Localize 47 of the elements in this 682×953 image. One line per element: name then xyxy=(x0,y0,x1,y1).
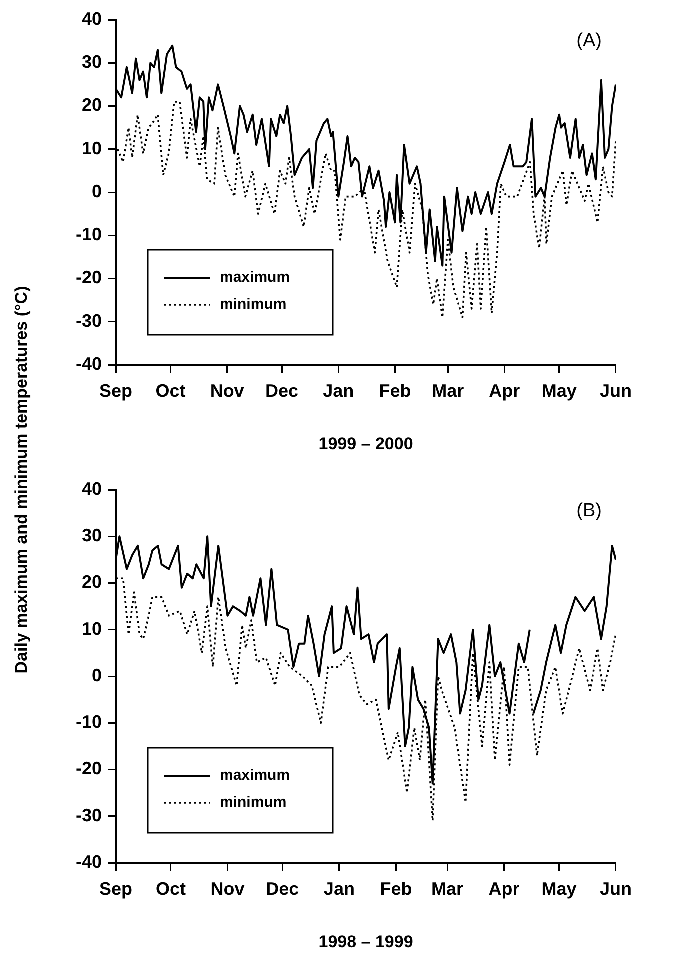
y-tick-label: 0 xyxy=(92,181,102,202)
y-tick-label: -20 xyxy=(76,268,102,288)
y-tick-label: 30 xyxy=(82,526,102,546)
x-tick-label: Oct xyxy=(156,380,186,401)
x-tick-label: Sep xyxy=(99,878,133,899)
y-tick-label: 10 xyxy=(82,618,102,639)
legend-label: maximum xyxy=(220,269,290,286)
x-tick-label: Nov xyxy=(210,380,244,401)
y-tick-label: 20 xyxy=(82,95,102,116)
y-tick-label: 30 xyxy=(82,52,102,72)
y-tick-label: -30 xyxy=(76,310,102,331)
x-tick-label: Jun xyxy=(600,878,632,899)
x-tick-label: Apr xyxy=(488,878,520,899)
y-axis-title: Daily maximum and minimum temperatures (°C) xyxy=(12,286,32,674)
y-tick-label: -20 xyxy=(76,758,102,779)
x-tick-label: Sep xyxy=(99,380,133,401)
x-tick-label: Jan xyxy=(324,878,355,899)
x-tick-label: May xyxy=(542,878,577,899)
x-tick-label: Jun xyxy=(600,380,632,401)
x-tick-label: Dec xyxy=(266,878,300,899)
y-tick-label: -10 xyxy=(76,224,102,245)
y-tick-label: -10 xyxy=(76,712,102,732)
x-tick-label: Jan xyxy=(323,380,354,401)
x-tick-label: Dec xyxy=(266,380,299,401)
x-tick-label: May xyxy=(542,380,577,401)
y-tick-label: -40 xyxy=(76,354,102,374)
x-tick-label: Apr xyxy=(489,380,520,401)
y-tick-label: -40 xyxy=(76,852,102,872)
x-tick-label: Mar xyxy=(431,878,464,899)
x-tick-label: Feb xyxy=(380,878,412,899)
legend-label: minimum xyxy=(220,794,287,812)
y-tick-label: 0 xyxy=(92,665,102,686)
annotation: (B) xyxy=(576,500,602,522)
annotation: (A) xyxy=(576,30,602,52)
legend-label: minimum xyxy=(220,296,287,314)
y-tick-label: 10 xyxy=(82,138,102,158)
x-axis-title: 1999 – 2000 xyxy=(318,434,414,454)
y-tick-label: 40 xyxy=(82,478,102,499)
x-tick-label: Mar xyxy=(432,380,464,401)
y-tick-label: -30 xyxy=(76,805,102,826)
x-tick-label: Oct xyxy=(156,878,186,899)
x-axis-title: 1998 – 1999 xyxy=(318,932,414,952)
y-tick-label: 40 xyxy=(82,8,102,29)
y-tick-label: 20 xyxy=(82,572,102,592)
legend-label: maximum xyxy=(220,767,290,784)
x-tick-label: Nov xyxy=(210,878,245,899)
x-tick-label: Feb xyxy=(379,380,412,401)
